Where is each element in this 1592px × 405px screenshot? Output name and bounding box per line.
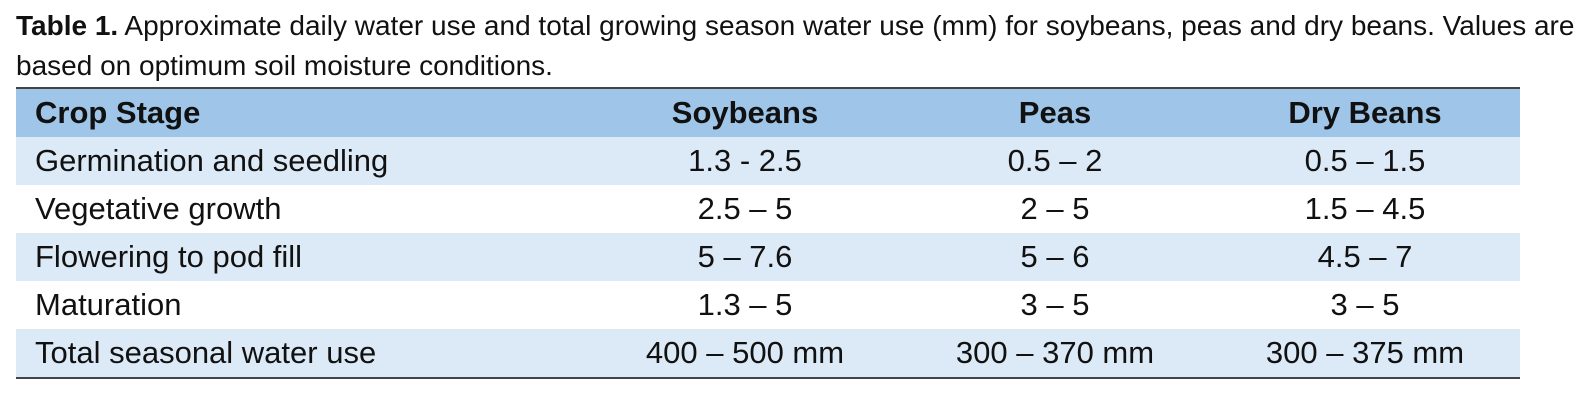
caption-label: Table 1. [16,10,119,41]
table-cell: Vegetative growth [35,191,282,226]
table-cell: 1.5 – 4.5 [1304,191,1426,226]
table-cell: 5 – 7.6 [697,239,793,274]
table-row: Total seasonal water use 400 – 500 mm 300 … [16,329,1520,378]
table-cell: Flowering to pod fill [35,239,303,274]
table-cell: Maturation [35,287,182,322]
table-cell: 0.5 – 2 [1007,143,1103,178]
table-cell: 3 – 5 [1020,287,1090,322]
table-row: Flowering to pod fill 5 – 7.6 5 – 6 4.5 – 7 [16,233,1520,281]
table-cell: 1.3 - 2.5 [688,143,802,178]
table-cell: 300 – 375 mm [1265,335,1465,370]
table-cell: Germination and seedling [35,143,389,178]
header-cell: Dry Beans [1288,95,1442,130]
table-cell: 0.5 – 1.5 [1304,143,1426,178]
table-cell: Total seasonal water use [35,335,377,370]
table-row: Germination and seedling 1.3 - 2.5 0.5 – 2… [16,137,1520,185]
caption: Table 1. Approximate daily water use and… [16,6,1576,86]
table-cell: 1.3 – 5 [697,287,793,322]
table-row: Vegetative growth 2.5 – 5 2 – 5 1.5 – 4.5 [16,185,1520,233]
header-cell: Crop Stage [35,95,201,130]
table-cell: 4.5 – 7 [1317,239,1413,274]
table-cell: 300 – 370 mm [955,335,1155,370]
table-body: Germination and seedling 1.3 - 2.5 0.5 – 2… [16,137,1520,378]
header-row: Crop Stage Soybeans Peas Dry Beans [16,88,1520,137]
table-row: Maturation 1.3 – 5 3 – 5 3 – 5 [16,281,1520,329]
header-cell: Soybeans [671,95,819,130]
table-cell: 400 – 500 mm [645,335,845,370]
table-cell: 3 – 5 [1330,287,1400,322]
table-cell: 2.5 – 5 [697,191,793,226]
table-cell: 5 – 6 [1020,239,1090,274]
caption-text: Approximate daily water use and total gr… [16,10,1575,81]
table: Crop Stage Soybeans Peas Dry Beans Germinat… [16,87,1520,379]
table-cell: 2 – 5 [1020,191,1090,226]
header-cell: Peas [1018,95,1092,130]
